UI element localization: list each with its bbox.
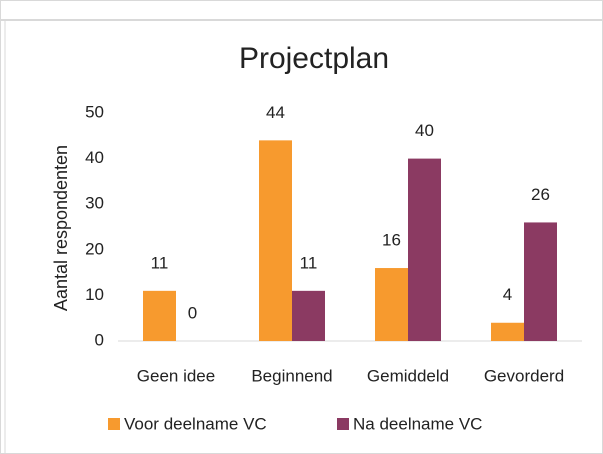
y-tick-label: 0 — [95, 330, 104, 349]
y-tick-label: 20 — [85, 239, 104, 258]
x-tick-label: Gemiddeld — [367, 366, 449, 385]
y-tick-label: 50 — [85, 102, 104, 121]
x-tick-label: Gevorderd — [484, 366, 564, 385]
legend-label: Na deelname VC — [353, 414, 482, 433]
data-label: 11 — [151, 253, 169, 272]
data-label: 44 — [266, 103, 285, 122]
y-axis-label: Aantal respondenten — [51, 145, 71, 311]
data-label: 0 — [188, 303, 197, 322]
data-label: 26 — [531, 185, 550, 204]
legend-swatch — [108, 418, 120, 430]
bar — [292, 290, 325, 341]
bar — [408, 158, 441, 341]
bar — [259, 140, 292, 341]
bar — [375, 268, 408, 341]
y-tick-label: 40 — [85, 148, 104, 167]
x-tick-label: Beginnend — [251, 366, 332, 385]
bar — [491, 322, 524, 341]
data-label: 11 — [300, 253, 318, 272]
y-tick-label: 10 — [85, 285, 104, 304]
chart-title: Projectplan — [239, 42, 389, 75]
x-tick-label: Geen idee — [137, 366, 215, 385]
bar — [524, 222, 557, 341]
legend-label: Voor deelname VC — [124, 414, 267, 433]
y-tick-label: 30 — [85, 194, 104, 213]
data-label: 16 — [382, 231, 401, 250]
legend-swatch — [337, 418, 349, 430]
data-label: 4 — [503, 285, 512, 304]
data-label: 40 — [415, 121, 434, 140]
bar — [143, 290, 176, 341]
